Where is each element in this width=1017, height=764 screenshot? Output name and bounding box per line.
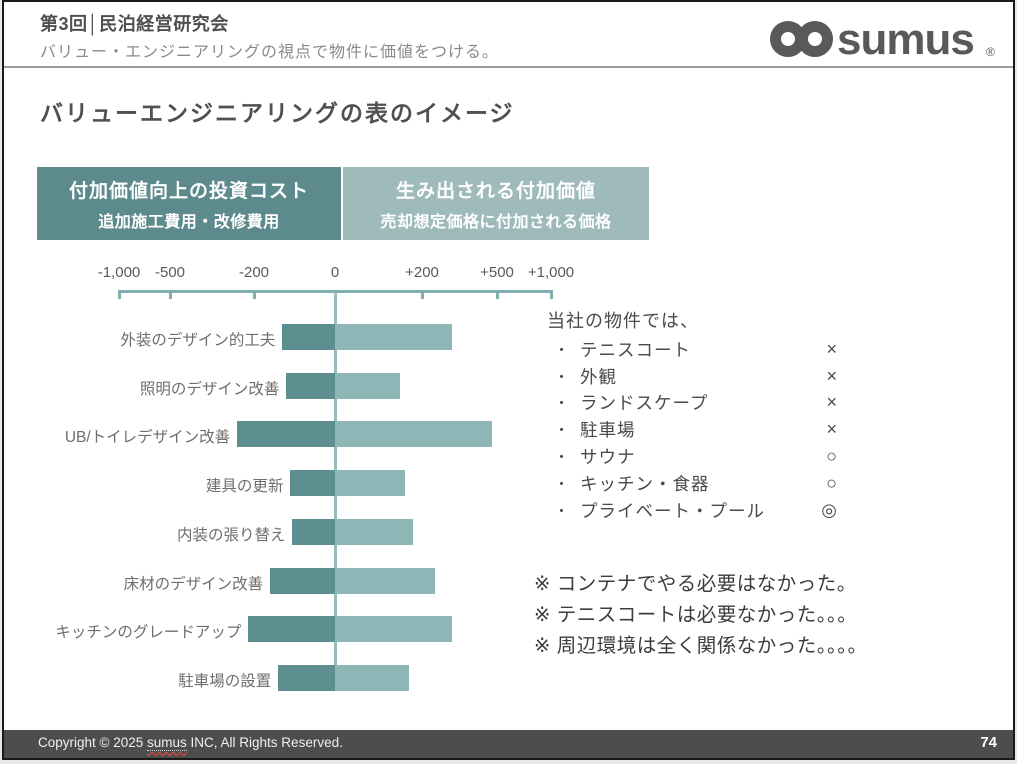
x-axis-tick-label: +200 [405, 264, 439, 281]
value-header-block: 生み出される付加価値 売却想定価格に付加される価格 [343, 167, 649, 240]
x-axis-tick [253, 290, 256, 299]
property-item: ・キッチン・食器 ○ [554, 470, 838, 497]
x-axis-tick [169, 290, 172, 299]
cost-bar [290, 470, 335, 496]
property-item: ・テニスコート × [554, 336, 838, 363]
category-label: 建具の更新 [205, 478, 284, 495]
property-rating-mark: × [826, 392, 838, 413]
x-axis-tick [118, 290, 121, 299]
property-list: ・テニスコート × ・外観 × ・ランドスケープ × ・駐車場 × ・サウナ ○ ・キッチン・食器 ○… [554, 336, 838, 524]
x-axis-tick [334, 290, 337, 299]
category-label: 駐車場の設置 [178, 673, 272, 690]
logo-wordmark: sumus [837, 15, 974, 58]
bullet-icon: ・ [554, 341, 571, 359]
logo-registered-mark: ® [986, 45, 995, 58]
cost-header-subtitle: 追加施工費用・改修費用 [98, 213, 280, 231]
sumus-logo: sumus ® [767, 12, 1000, 64]
value-bar [335, 324, 452, 350]
bullet-icon: ・ [554, 475, 571, 493]
cost-bar [278, 665, 335, 691]
property-item: ・ランドスケープ × [554, 390, 838, 417]
bullet-icon: ・ [554, 368, 571, 386]
value-bar [335, 665, 409, 691]
category-label: 床材のデザイン改善 [123, 576, 264, 593]
cost-bar [237, 421, 335, 447]
value-bar [335, 373, 401, 399]
property-label: テニスコート [580, 339, 691, 360]
property-label: プライベート・プール [580, 500, 765, 521]
category-label: 外装のデザイン的工夫 [120, 332, 276, 349]
cost-bar [270, 568, 335, 594]
value-bar [335, 616, 452, 642]
bullet-icon: ・ [554, 395, 571, 413]
x-axis-line [119, 290, 551, 293]
category-label: 内装の張り替え [176, 527, 286, 544]
property-label: 駐車場 [580, 420, 636, 441]
note-line: ※ コンテナでやる必要はなかった。 [534, 573, 857, 595]
x-axis-tick-label: -200 [238, 264, 270, 281]
value-header-subtitle: 売却想定価格に付加される価格 [380, 213, 612, 231]
value-header-title: 生み出される付加価値 [395, 180, 596, 202]
x-axis-tick [496, 290, 499, 299]
property-item: ・駐車場 × [554, 416, 838, 443]
value-bar [335, 470, 405, 496]
property-list-heading: 当社の物件では、 [547, 311, 699, 331]
x-axis-tick-label: +1,000 [527, 264, 575, 281]
x-axis-tick [421, 290, 424, 299]
cost-bar [248, 616, 335, 642]
slide-header: 第3回│民泊経営研究会 バリュー・エンジニアリングの視点で物件に価値をつける。 … [4, 2, 1013, 68]
cost-bar [286, 373, 335, 399]
property-rating-mark: ○ [826, 446, 838, 467]
copyright-brand: sumus [147, 735, 187, 751]
header-title: 第3回│民泊経営研究会 [40, 14, 229, 34]
x-axis-tick-label: -500 [154, 264, 186, 281]
value-bar [335, 519, 414, 545]
category-label: 照明のデザイン改善 [139, 381, 280, 398]
notes: ※ コンテナでやる必要はなかった。 ※ テニスコートは必要なかった。。。 ※ 周… [534, 569, 868, 662]
property-rating-mark: × [826, 338, 838, 359]
sumus-logo-icon: sumus ® [770, 15, 995, 64]
cost-bar [292, 519, 335, 545]
value-bar [335, 421, 492, 447]
bullet-icon: ・ [554, 502, 571, 520]
cost-bar [282, 324, 335, 350]
bullet-icon: ・ [554, 422, 571, 440]
note-line: ※ 周辺環境は全く関係なかった。。。。 [534, 635, 868, 657]
property-label: サウナ [580, 447, 636, 468]
category-label: キッチンのグレードアップ [55, 624, 242, 641]
property-item: ・プライベート・プール ◎ [554, 497, 838, 524]
zero-baseline [333, 292, 337, 672]
value-bar [335, 568, 435, 594]
property-label: ランドスケープ [580, 393, 709, 414]
property-rating-mark: ○ [826, 472, 838, 493]
bullet-icon: ・ [554, 449, 571, 467]
x-axis-tick [550, 290, 553, 299]
x-axis-tick-label: -1,000 [97, 264, 141, 281]
category-label: UB/トイレデザイン改善 [64, 429, 231, 446]
x-axis-tick-label: 0 [330, 264, 340, 281]
note-line: ※ テニスコートは必要なかった。。。 [534, 604, 858, 626]
property-rating-mark: ◎ [821, 499, 838, 520]
header-subtitle: バリュー・エンジニアリングの視点で物件に価値をつける。 [40, 44, 500, 61]
legend-row: 付加価値向上の投資コスト 追加施工費用・改修費用 生み出される付加価値 売却想定… [37, 167, 649, 240]
property-label: キッチン・食器 [580, 473, 710, 494]
page-title: バリューエンジニアリングの表のイメージ [40, 100, 515, 126]
property-label: 外観 [580, 366, 617, 387]
copyright-text: Copyright © 2025 sumus INC, All Rights R… [38, 735, 343, 751]
x-axis-tick-label: +500 [480, 264, 514, 281]
slide-footer: Copyright © 2025 sumus INC, All Rights R… [4, 730, 1013, 758]
property-item: ・外観 × [554, 363, 838, 390]
cost-header-title: 付加価値向上の投資コスト [68, 180, 309, 202]
property-rating-mark: × [826, 365, 838, 386]
property-item: ・サウナ ○ [554, 443, 838, 470]
property-rating-mark: × [826, 419, 838, 440]
page-number: 74 [980, 734, 997, 751]
cost-header-block: 付加価値向上の投資コスト 追加施工費用・改修費用 [37, 167, 341, 240]
